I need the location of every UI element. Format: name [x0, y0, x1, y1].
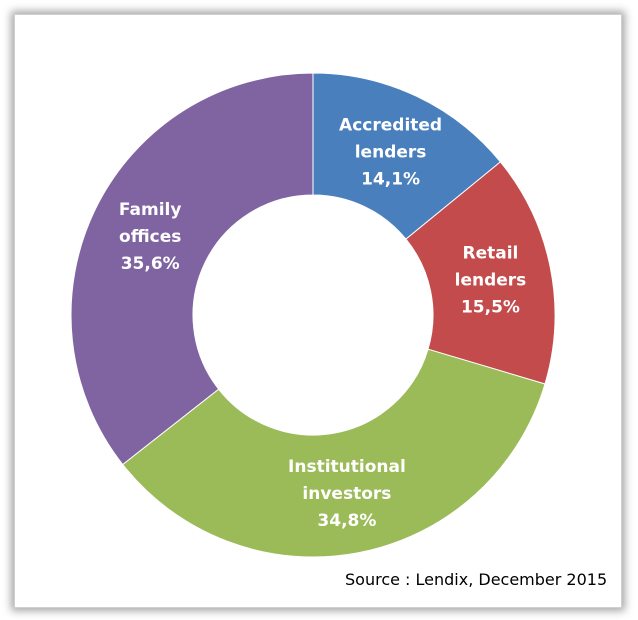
chart-frame: Accredited lenders 14,1% Retail lenders 15,5%… — [14, 14, 622, 608]
slice-category-label: Family — [119, 200, 182, 220]
source-note: Source : Lendix, December 2015 — [345, 570, 608, 589]
slice-category-label: Institutional — [288, 457, 406, 477]
slice-label: Accredited lenders 14,1% — [339, 115, 442, 189]
slice-category-label: Accredited — [339, 115, 442, 135]
slice-value-label: 15,5% — [461, 297, 520, 317]
slice-category-label: offices — [119, 227, 181, 247]
slice-value-label: 35,6% — [121, 254, 180, 274]
slice-value-label: 14,1% — [361, 169, 420, 189]
slice-category-label: Retail — [463, 243, 519, 263]
donut-slice — [312, 72, 502, 240]
slice-category-label: lenders — [355, 142, 427, 162]
donut-slice — [70, 72, 314, 466]
slice-label: Retail lenders 15,5% — [455, 243, 527, 317]
donut-slice — [405, 161, 556, 385]
slice-label: Institutional investors 34,8% — [288, 457, 406, 531]
slice-category-label: lenders — [455, 270, 527, 290]
slice-label: Family offices 35,6% — [119, 200, 182, 274]
donut-slice — [122, 348, 546, 558]
donut-chart: Accredited lenders 14,1% Retail lenders 15,5%… — [70, 72, 556, 558]
slice-value-label: 34,8% — [317, 511, 376, 531]
slice-category-label: investors — [302, 484, 391, 504]
